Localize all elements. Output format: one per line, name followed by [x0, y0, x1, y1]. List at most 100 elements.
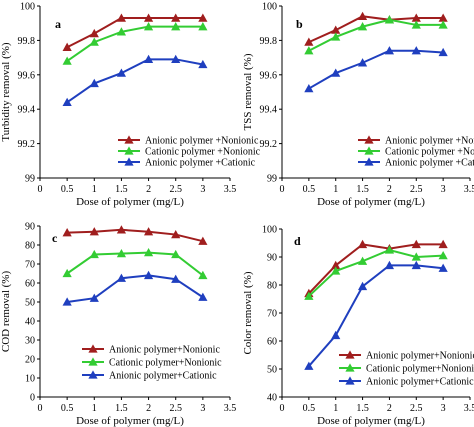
- legend-label: Anionic polymer +Nonionic: [145, 136, 259, 147]
- legend-label: Anionic polymer +Cationic: [145, 158, 256, 169]
- series-line: [67, 274, 204, 303]
- x-tick-label: 0: [38, 184, 43, 195]
- panel-letter: c: [52, 231, 58, 245]
- legend-marker: [364, 157, 374, 166]
- x-axis-title: Dose of polymer (mg/L): [76, 415, 184, 427]
- data-point: [304, 46, 314, 55]
- data-point: [116, 27, 127, 36]
- series-2: [304, 15, 448, 55]
- chart-panel-d: 0 0.5 1 1.5 2 2.5 3 3.5 40 50 60 70 80 90 100 Dose of p…: [242, 225, 474, 427]
- data-point: [198, 59, 208, 69]
- x-tick-label: 3: [441, 184, 446, 195]
- legend-marker: [364, 146, 374, 155]
- data-point: [438, 251, 448, 260]
- data-point: [304, 83, 314, 93]
- x-tick-label: 3.5: [224, 403, 237, 414]
- data-point: [357, 281, 368, 291]
- y-tick-label: 20: [25, 355, 35, 366]
- series-3: [304, 260, 448, 370]
- data-point: [62, 42, 72, 51]
- x-tick-label: 3.5: [464, 403, 474, 414]
- panel-letter: a: [55, 17, 61, 31]
- data-point: [89, 28, 99, 38]
- x-tick-label: 2.5: [169, 403, 182, 414]
- y-tick-label: 90: [267, 253, 277, 264]
- data-point: [89, 78, 99, 88]
- legend-label: Cationic polymer+Nonionic: [109, 358, 222, 369]
- data-point: [331, 68, 341, 77]
- y-tick-label: 99.4: [260, 105, 278, 116]
- series-line: [308, 243, 444, 295]
- x-tick-label: 1: [333, 403, 338, 414]
- data-point: [116, 225, 127, 234]
- x-tick-label: 2.5: [410, 403, 423, 414]
- series-line: [308, 18, 444, 52]
- data-point: [357, 11, 368, 20]
- data-point: [143, 13, 154, 22]
- data-point: [384, 245, 395, 254]
- legend: Anionic polymer+Nonionic Cationic polymer…: [339, 350, 474, 388]
- x-tick-label: 1: [333, 184, 338, 195]
- data-point: [89, 293, 99, 302]
- series-2: [304, 245, 448, 300]
- data-point: [438, 239, 448, 249]
- data-point: [304, 291, 314, 300]
- y-tick-label: 60: [25, 279, 35, 290]
- y-axis-title: COD removal (%): [0, 271, 12, 353]
- series-line: [308, 264, 444, 367]
- chart-panel-b: 0 0.5 1 1.5 2 2.5 3 3.5 99 99.2 99.4 99.6 99.8 100 Dos…: [242, 2, 474, 209]
- x-tick-label: 1: [92, 403, 97, 414]
- data-point: [116, 273, 127, 282]
- panel-letter: d: [294, 234, 301, 248]
- legend-marker: [124, 146, 134, 155]
- x-tick-label: 2.5: [410, 184, 423, 195]
- y-axis-title: Color removal (%): [242, 271, 254, 354]
- x-tick-label: 1.5: [115, 184, 128, 195]
- data-point: [89, 227, 99, 236]
- legend-marker: [124, 157, 134, 166]
- y-tick-label: 99.4: [18, 105, 36, 116]
- x-tick-label: 1: [92, 184, 97, 195]
- legend-marker: [124, 135, 134, 144]
- series-line: [66, 25, 203, 62]
- legend-label: Anionic polymer+Cationic: [109, 371, 217, 382]
- data-point: [384, 46, 395, 55]
- data-point: [171, 229, 181, 239]
- data-point: [62, 228, 72, 237]
- x-tick-label: 2: [146, 403, 151, 414]
- data-point: [411, 260, 421, 270]
- legend-label: Anionic polymer+Nonionic: [109, 345, 220, 356]
- data-point: [331, 266, 341, 275]
- y-tick-label: 99.6: [18, 70, 36, 81]
- data-point: [171, 249, 181, 259]
- data-point: [89, 37, 99, 46]
- y-tick-label: 0: [30, 393, 35, 404]
- data-point: [357, 22, 368, 31]
- x-tick-label: 0.5: [61, 403, 74, 414]
- y-tick-label: 60: [267, 337, 277, 348]
- series-line: [308, 49, 444, 90]
- x-tick-label: 0.5: [303, 184, 316, 195]
- data-point: [304, 361, 314, 370]
- legend-marker: [364, 135, 374, 144]
- legend-label: Anionic polymer+Nonionic: [366, 351, 474, 362]
- x-axis-title: Dose of polymer (mg/L): [317, 196, 425, 208]
- legend-marker: [345, 376, 355, 385]
- x-tick-label: 1.5: [115, 403, 128, 414]
- data-point: [171, 13, 181, 22]
- series-3: [304, 46, 448, 93]
- data-point: [171, 274, 181, 283]
- data-point: [143, 270, 154, 280]
- y-tick-label: 99: [25, 174, 35, 185]
- data-point: [331, 330, 341, 340]
- data-point: [438, 263, 448, 272]
- data-point: [143, 248, 154, 257]
- data-point: [62, 97, 72, 106]
- x-tick-label: 3.5: [464, 184, 474, 195]
- x-tick-label: 3.5: [224, 184, 237, 195]
- y-axis-title: TSS removal (%): [242, 53, 254, 130]
- series-line: [66, 58, 204, 104]
- x-tick-label: 3: [200, 403, 205, 414]
- x-tick-label: 0.5: [303, 403, 316, 414]
